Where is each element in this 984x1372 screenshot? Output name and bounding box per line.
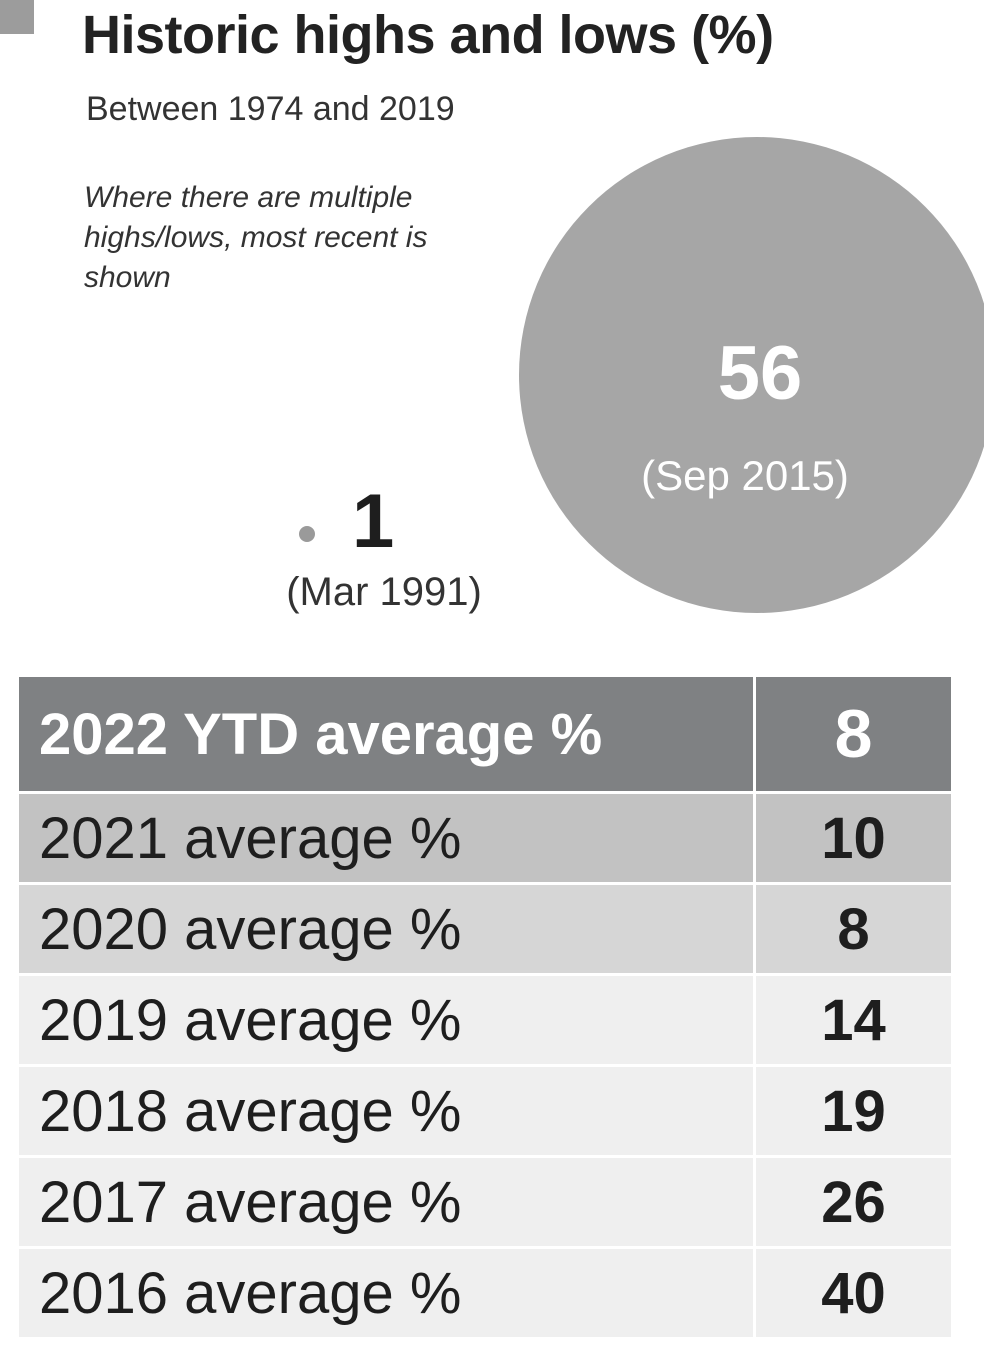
- table-row: 2017 average % 26: [16, 1155, 954, 1249]
- row-value: 8: [753, 674, 954, 794]
- chart-subtitle: Between 1974 and 2019: [86, 90, 455, 128]
- high-value: 56: [717, 331, 803, 416]
- row-value: 14: [753, 973, 954, 1067]
- table-header-row: 2022 YTD average % 8: [16, 674, 954, 794]
- table-row: 2020 average % 8: [16, 882, 954, 976]
- table-row: 2018 average % 19: [16, 1064, 954, 1158]
- row-label: 2022 YTD average %: [16, 674, 756, 794]
- row-value: 19: [753, 1064, 954, 1158]
- row-value: 26: [753, 1155, 954, 1249]
- chart-title: Historic highs and lows (%): [82, 5, 774, 65]
- low-bubble: [299, 526, 315, 542]
- row-label: 2019 average %: [16, 973, 756, 1067]
- row-label: 2021 average %: [16, 791, 756, 885]
- row-label: 2016 average %: [16, 1246, 756, 1340]
- row-value: 10: [753, 791, 954, 885]
- table-row: 2016 average % 40: [16, 1246, 954, 1340]
- row-label: 2017 average %: [16, 1155, 756, 1249]
- row-label: 2018 average %: [16, 1064, 756, 1158]
- high-bubble: [519, 137, 984, 613]
- corner-marker: [0, 0, 34, 34]
- table-row: 2019 average % 14: [16, 973, 954, 1067]
- averages-table: 2022 YTD average % 8 2021 average % 10 2…: [16, 674, 954, 1340]
- row-label: 2020 average %: [16, 882, 756, 976]
- row-value: 8: [753, 882, 954, 976]
- high-date: (Sep 2015): [641, 452, 849, 499]
- table-row: 2021 average % 10: [16, 791, 954, 885]
- chart-note: Where there are multiple highs/lows, mos…: [84, 181, 428, 294]
- low-date: (Mar 1991): [286, 570, 482, 614]
- low-value: 1: [352, 479, 395, 564]
- row-value: 40: [753, 1246, 954, 1340]
